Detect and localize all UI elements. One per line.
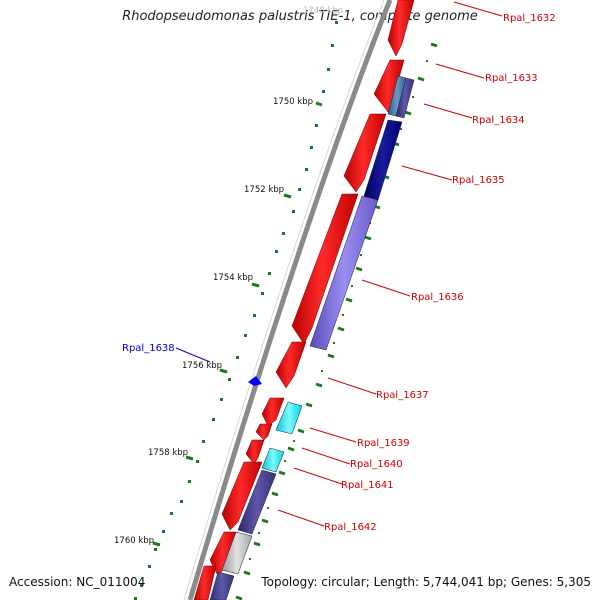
gene-label-rpal-1640[interactable]: Rpal_1640 [350,459,403,470]
scale-labels: 1748 kbp 1750 kbp 1752 kbp 1754 kbp 1756… [114,6,343,546]
accession-label: Accession: [9,575,73,589]
label-leaders [277,1,503,527]
feature-slate-1642[interactable] [237,469,277,535]
genome-summary: Topology: circular; Length: 5,744,041 bp… [261,575,591,589]
cds-rpal-1632[interactable] [387,0,415,57]
cds-rpal-1640[interactable] [245,439,265,465]
gene-label-rpal-1634[interactable]: Rpal_1634 [472,115,525,126]
gene-label-rpal-1633[interactable]: Rpal_1633 [485,73,538,84]
gene-label-rpal-1637[interactable]: Rpal_1637 [376,390,429,401]
cds-rpal-1637[interactable] [275,341,307,389]
feature-rpal-1638[interactable] [248,376,262,386]
gene-label-rpal-1642[interactable]: Rpal_1642 [324,522,377,533]
genome-backbone-inner [183,0,385,600]
length-label: Length: [373,575,420,589]
gene-label-rpal-1632[interactable]: Rpal_1632 [503,13,556,24]
topology-value: circular [321,575,366,589]
feature-grey-1643[interactable] [221,531,253,575]
map-title: Rhodopseudomonas palustris TIE-1, comple… [122,9,478,24]
genome-backbone [187,0,393,600]
cds-rpal-1634[interactable] [343,113,387,193]
feature-slate-1644[interactable] [209,571,235,600]
forward-cds-track [193,0,415,600]
length-value: 5,744,041 bp [422,575,503,589]
accession-info: Accession: NC_011004 [9,575,145,589]
gene-label-rpal-1636[interactable]: Rpal_1636 [411,292,464,303]
cds-rpal-1641[interactable] [221,461,263,531]
cds-rpal-1639[interactable] [261,397,285,427]
gene-label-rpal-1638[interactable]: Rpal_1638 [122,343,175,354]
label-leader-rpal-1638 [175,347,211,363]
scale-label-1760: 1760 kbp [114,536,154,546]
feature-cyan-1639[interactable] [275,401,303,435]
gene-labels: Rpal_1632 Rpal_1633 Rpal_1634 Rpal_1635 … [324,13,556,533]
cds-rpal-1640a[interactable] [255,423,273,441]
scale-label-1756: 1756 kbp [182,361,222,371]
gene-label-rpal-1641[interactable]: Rpal_1641 [341,480,394,491]
cds-rpal-1636[interactable] [291,193,359,345]
feature-slate-1633b[interactable] [395,77,415,119]
scale-label-1750: 1750 kbp [273,97,313,107]
cds-rpal-1643[interactable] [193,565,217,600]
gene-label-rpal-1635[interactable]: Rpal_1635 [452,175,505,186]
genes-value: 5,305 [556,575,591,589]
scale-label-1754: 1754 kbp [213,273,253,283]
feature-ticks [235,42,438,600]
reverse-feature-track [209,75,415,600]
scale-ticks [134,21,338,600]
genes-label: Genes: [510,575,553,589]
scale-label-1752: 1752 kbp [244,185,284,195]
feature-purple-1636[interactable] [309,195,379,351]
topology-label: Topology: [261,575,318,589]
feature-cyan-1641[interactable] [261,447,285,473]
cds-rpal-1642[interactable] [209,531,239,577]
scale-label-1748: 1748 kbp [303,6,343,16]
scale-label-1758: 1758 kbp [148,448,188,458]
scale-major-ticks [152,101,323,547]
accession-value: NC_011004 [76,575,146,589]
gene-label-rpal-1639[interactable]: Rpal_1639 [357,438,410,449]
